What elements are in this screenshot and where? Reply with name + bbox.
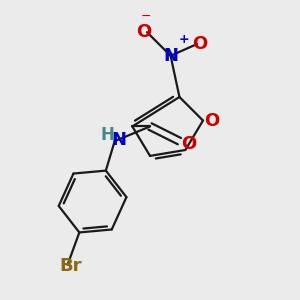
Text: O: O (204, 112, 220, 130)
Text: N: N (112, 131, 127, 149)
Text: N: N (163, 47, 178, 65)
Text: −: − (140, 10, 151, 22)
Text: O: O (136, 23, 152, 41)
Text: Br: Br (59, 257, 82, 275)
Text: +: + (178, 33, 189, 46)
Text: O: O (181, 135, 196, 153)
Text: H: H (100, 126, 114, 144)
Text: O: O (192, 35, 208, 53)
